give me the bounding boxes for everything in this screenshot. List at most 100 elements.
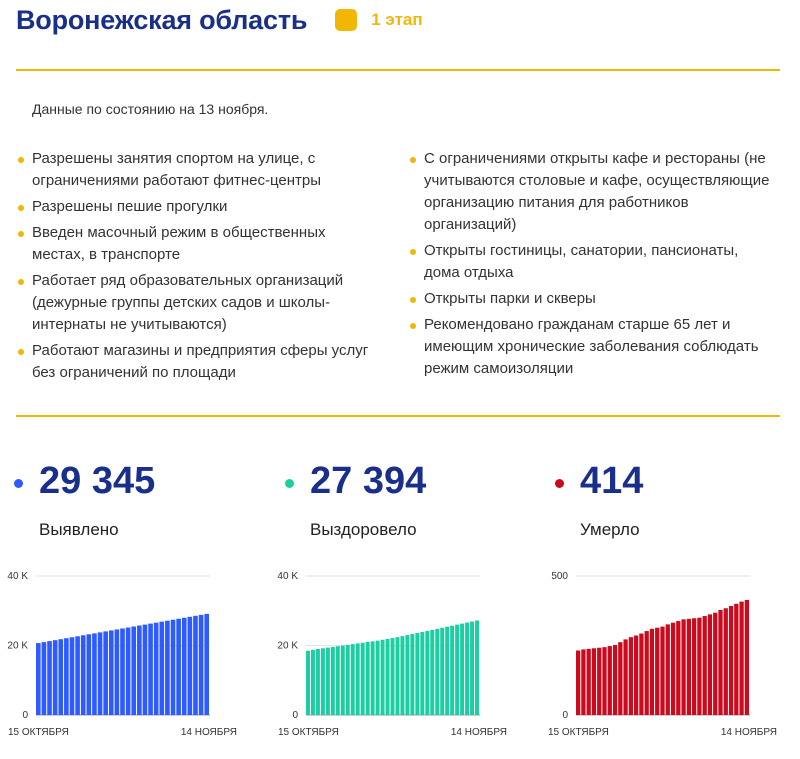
bar	[681, 619, 686, 715]
bar	[455, 624, 460, 715]
bar	[86, 634, 92, 715]
bar	[198, 614, 204, 715]
bullet-dot-icon	[18, 205, 24, 211]
stat-died-label: Умерло	[580, 520, 640, 539]
bar	[47, 641, 52, 715]
bar	[639, 633, 644, 715]
bar	[702, 616, 707, 715]
bar	[576, 650, 581, 715]
restriction-item: Рекомендовано гражданам старше 65 лет и …	[410, 314, 770, 380]
stat-died-dot-icon	[555, 479, 564, 488]
bar	[380, 639, 385, 715]
stat-recovered-label: Выздоровело	[310, 520, 417, 539]
bar	[405, 635, 410, 715]
bar	[586, 648, 591, 715]
stat-recovered-value: 27 394	[310, 460, 427, 502]
bar	[142, 624, 148, 715]
bar	[165, 620, 170, 715]
bar	[159, 621, 165, 715]
y-tick-label: 0	[562, 710, 568, 721]
restriction-text: Разрешены занятия спортом на улице, с ог…	[32, 150, 322, 189]
x-start-label: 15 ОКТЯБРЯ	[278, 727, 339, 738]
bar	[320, 648, 325, 715]
bar	[723, 608, 728, 715]
bar	[618, 642, 623, 715]
bar	[410, 634, 415, 715]
bar	[125, 627, 131, 715]
bar	[103, 631, 108, 715]
bar	[350, 644, 355, 715]
bar	[623, 639, 628, 715]
bar	[375, 640, 380, 715]
chart-detected: 0 20 K 40 K 15 ОКТЯБРЯ 14 НОЯБРЯ	[7, 571, 237, 738]
bar	[345, 644, 350, 715]
chart-died: 0 500 15 ОКТЯБРЯ 14 НОЯБРЯ	[548, 571, 777, 738]
bar	[306, 650, 310, 715]
bar	[176, 618, 181, 715]
bar	[64, 638, 69, 715]
bar	[660, 626, 665, 715]
restriction-item: Введен масочный режим в общественных мес…	[18, 222, 378, 266]
restriction-text: Рекомендовано гражданам старше 65 лет и …	[424, 316, 759, 377]
y-tick-label: 40 K	[7, 571, 28, 582]
bar	[718, 609, 723, 715]
bullet-dot-icon	[18, 279, 24, 285]
x-end-label: 14 НОЯБРЯ	[451, 727, 507, 738]
bar	[707, 614, 713, 715]
x-start-label: 15 ОКТЯБРЯ	[8, 727, 69, 738]
bar	[430, 629, 435, 715]
bar	[355, 643, 360, 715]
bar	[697, 617, 702, 715]
bar	[41, 642, 47, 715]
bar	[170, 619, 176, 715]
bar	[475, 620, 479, 715]
bar	[131, 626, 137, 715]
y-tick-label: 40 K	[277, 571, 298, 582]
bar	[435, 628, 440, 715]
bar	[420, 631, 425, 715]
bar	[644, 631, 649, 715]
bullet-dot-icon	[410, 157, 416, 163]
bar	[686, 618, 691, 715]
bar	[75, 636, 80, 715]
stat-detected-value: 29 345	[39, 460, 156, 502]
bar	[69, 637, 75, 715]
bar	[181, 617, 187, 715]
bar	[395, 637, 400, 715]
bar	[597, 647, 602, 715]
bar	[315, 648, 320, 715]
stat-died-value: 414	[580, 460, 644, 502]
bar	[734, 603, 739, 715]
bullet-dot-icon	[18, 349, 24, 355]
bar	[120, 628, 125, 715]
bar	[335, 646, 340, 715]
bar	[739, 601, 744, 715]
stage-badge-icon	[335, 9, 358, 31]
restriction-text: С ограничениями открыты кафе и рестораны…	[424, 150, 770, 233]
restriction-text: Введен масочный режим в общественных мес…	[32, 224, 326, 263]
bar	[97, 632, 103, 715]
x-end-label: 14 НОЯБРЯ	[181, 727, 237, 738]
restrictions-list-right: С ограничениями открыты кафе и рестораны…	[410, 148, 770, 384]
bar	[713, 612, 718, 715]
y-tick-label: 20 K	[277, 641, 298, 652]
bar	[470, 621, 475, 715]
restriction-item: Работают магазины и предприятия сферы ус…	[18, 340, 378, 384]
restriction-item: Открыты гостиницы, санатории, пансионаты…	[410, 240, 770, 284]
bar	[365, 642, 370, 715]
bar	[370, 641, 375, 715]
bar	[744, 599, 749, 715]
restrictions-list-left: Разрешены занятия спортом на улице, с ог…	[18, 148, 378, 388]
bar	[310, 649, 315, 715]
bar	[607, 646, 612, 715]
page-header: Воронежская область 1 этап	[16, 0, 786, 40]
bar	[628, 637, 633, 715]
bar	[330, 646, 335, 715]
bar	[425, 630, 430, 715]
bar	[634, 635, 639, 715]
bar	[36, 643, 41, 715]
restriction-text: Открыты парки и скверы	[424, 290, 596, 307]
restriction-text: Работают магазины и предприятия сферы ус…	[32, 342, 369, 381]
bar	[204, 613, 209, 715]
bullet-dot-icon	[410, 297, 416, 303]
